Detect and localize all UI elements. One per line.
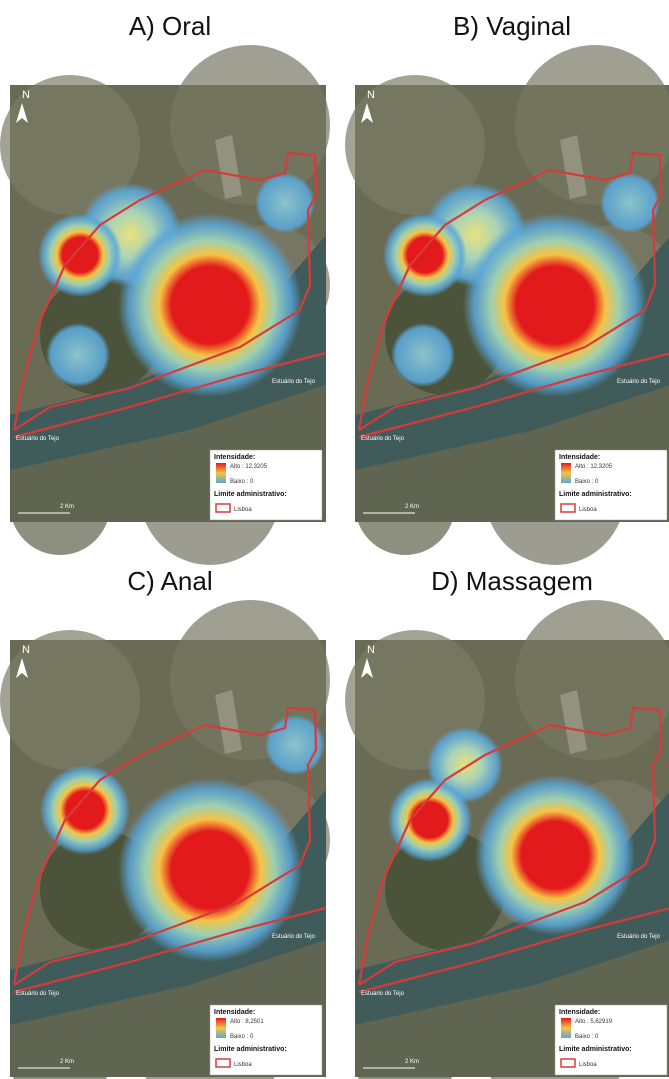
river-label: Estuário do Tejo <box>617 934 661 940</box>
page: A) Oral N Estuário do Tejo Estuário do Tejo… <box>0 0 669 1079</box>
figure: A) Oral N Estuário do Tejo Estuário do Tejo… <box>0 0 669 1079</box>
legend: Intensidade: Alto : 8,2501 Baixo : 0 Limite… <box>210 1005 322 1075</box>
map-texture <box>170 45 330 205</box>
legend: Intensidade: Alto : 5,62919 Baixo : 0 Limit… <box>555 1005 667 1075</box>
river-label: Estuário do Tejo <box>617 379 661 385</box>
legend-high: Alto : 8,2501 <box>230 1019 264 1025</box>
legend-high: Alto : 12,3205 <box>230 464 268 470</box>
legend-low: Baixo : 0 <box>575 1034 599 1040</box>
map-texture <box>0 630 140 770</box>
map-panel: N Estuário do Tejo Estuário do Tejo 2 Km Int… <box>0 600 330 1079</box>
heat-hotspot <box>388 778 472 862</box>
panel-title: D) Massagem <box>431 566 593 596</box>
legend-heading: Intensidade: <box>214 1009 255 1016</box>
legend-boundary-heading: Limite administrativo: <box>214 1046 287 1053</box>
scale-label: 2 Km <box>60 504 74 510</box>
north-label: N <box>22 89 30 101</box>
map-panel: N Estuário do Tejo Estuário do Tejo 2 Km Int… <box>345 600 669 1079</box>
legend-boundary: Lisboa <box>234 507 252 513</box>
heat-hotspot <box>46 323 110 387</box>
legend-boundary: Lisboa <box>579 507 597 513</box>
scale-label: 2 Km <box>405 1059 419 1065</box>
panel-title: C) Anal <box>127 566 212 596</box>
legend-boundary-heading: Limite administrativo: <box>559 491 632 498</box>
scale-label: 2 Km <box>405 504 419 510</box>
legend-high: Alto : 12,3205 <box>575 464 613 470</box>
river-label: Estuário do Tejo <box>272 379 316 385</box>
panel-title: A) Oral <box>129 11 211 41</box>
legend-boundary: Lisboa <box>579 1062 597 1068</box>
panel-title: B) Vaginal <box>453 11 571 41</box>
river-label: Estuário do Tejo <box>272 934 316 940</box>
river-label: Estuário do Tejo <box>361 436 405 442</box>
legend-boundary-heading: Limite administrativo: <box>214 491 287 498</box>
heat-hotspot <box>38 213 122 297</box>
legend: Intensidade: Alto : 12,3205 Baixo : 0 Limit… <box>210 450 322 520</box>
legend-ramp <box>561 1018 571 1038</box>
heat-hotspot <box>383 213 467 297</box>
scale-label: 2 Km <box>60 1059 74 1065</box>
heat-hotspot <box>118 213 302 397</box>
north-label: N <box>367 644 375 656</box>
legend-heading: Intensidade: <box>559 454 600 461</box>
map-panel: N Estuário do Tejo Estuário do Tejo 2 Km Int… <box>345 45 669 565</box>
legend-ramp <box>561 463 571 483</box>
north-label: N <box>22 644 30 656</box>
legend-ramp <box>216 1018 226 1038</box>
river-label: Estuário do Tejo <box>16 991 60 997</box>
legend-low: Baixo : 0 <box>575 479 599 485</box>
heat-hotspot <box>255 173 315 233</box>
legend: Intensidade: Alto : 12,3205 Baixo : 0 Limit… <box>555 450 667 520</box>
legend-boundary: Lisboa <box>234 1062 252 1068</box>
legend-heading: Intensidade: <box>559 1009 600 1016</box>
legend-low: Baixo : 0 <box>230 479 254 485</box>
legend-boundary-heading: Limite administrativo: <box>559 1046 632 1053</box>
heat-hotspot <box>391 323 455 387</box>
river-label: Estuário do Tejo <box>361 991 405 997</box>
heat-hotspot <box>40 765 130 855</box>
legend-ramp <box>216 463 226 483</box>
north-label: N <box>367 89 375 101</box>
heat-hotspot <box>475 775 635 935</box>
legend-high: Alto : 5,62919 <box>575 1019 613 1025</box>
map-texture <box>515 600 669 760</box>
heat-hotspot <box>463 213 647 397</box>
legend-low: Baixo : 0 <box>230 1034 254 1040</box>
river-label: Estuário do Tejo <box>16 436 60 442</box>
heat-hotspot <box>600 173 660 233</box>
map-panel: N Estuário do Tejo Estuário do Tejo 2 Km Int… <box>0 45 330 565</box>
legend-heading: Intensidade: <box>214 454 255 461</box>
